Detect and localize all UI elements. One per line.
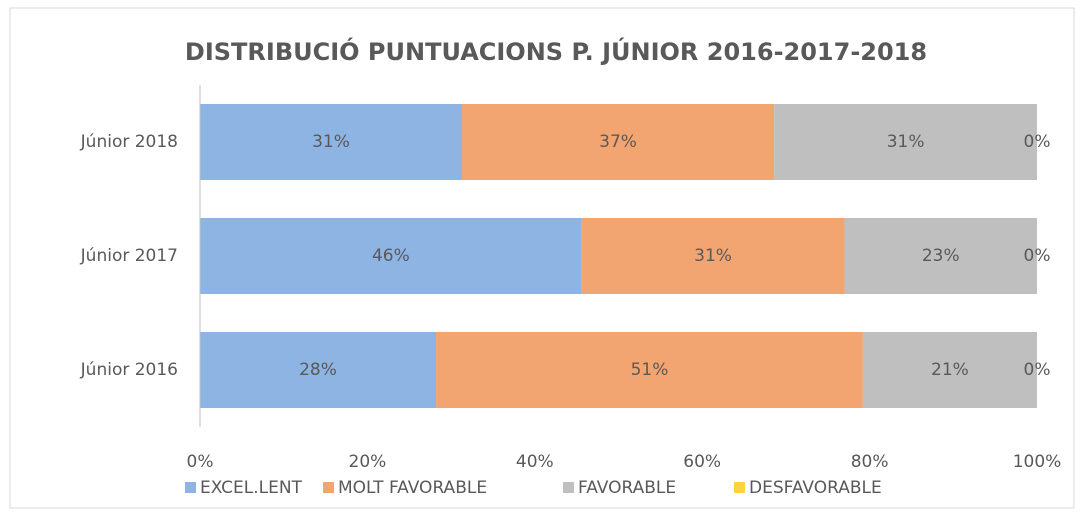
y-tick-label: Júnior 2016 xyxy=(80,360,178,380)
data-label: 0% xyxy=(1024,246,1051,266)
bar-segment xyxy=(844,218,1037,294)
legend-swatch xyxy=(734,482,745,493)
y-tick-label: Júnior 2018 xyxy=(80,132,178,152)
legend-label: MOLT FAVORABLE xyxy=(338,478,487,498)
chart-title: DISTRIBUCIÓ PUNTUACIONS P. JÚNIOR 2016-2… xyxy=(185,36,927,66)
data-label: 31% xyxy=(887,132,925,152)
legend-swatch xyxy=(323,482,334,493)
data-label: 23% xyxy=(922,246,960,266)
bar-segment xyxy=(581,218,845,294)
x-tick-label: 100% xyxy=(1013,452,1062,472)
data-label: 31% xyxy=(312,132,350,152)
data-label: 21% xyxy=(931,360,969,380)
bar-segment xyxy=(461,104,775,180)
y-tick-label: Júnior 2017 xyxy=(80,246,178,266)
legend-swatch xyxy=(185,482,196,493)
x-tick-label: 60% xyxy=(683,452,721,472)
bar-segment xyxy=(200,218,582,294)
legend-label: DESFAVORABLE xyxy=(749,478,882,498)
legend-swatch xyxy=(563,482,574,493)
data-label: 31% xyxy=(694,246,732,266)
legend-label: FAVORABLE xyxy=(578,478,676,498)
x-tick-label: 0% xyxy=(187,452,214,472)
data-label: 28% xyxy=(299,360,337,380)
bar-segment xyxy=(436,332,863,408)
bar-segment xyxy=(862,332,1037,408)
data-label: 0% xyxy=(1024,132,1051,152)
x-tick-label: 80% xyxy=(851,452,889,472)
bar-segment xyxy=(774,104,1037,180)
x-tick-label: 40% xyxy=(516,452,554,472)
data-label: 37% xyxy=(599,132,637,152)
data-label: 51% xyxy=(631,360,669,380)
data-label: 0% xyxy=(1024,360,1051,380)
x-tick-label: 20% xyxy=(349,452,387,472)
legend-label: EXCEL.LENT xyxy=(200,478,303,498)
data-label: 46% xyxy=(372,246,410,266)
bar-segment xyxy=(200,104,462,180)
bar-segment xyxy=(200,332,437,408)
